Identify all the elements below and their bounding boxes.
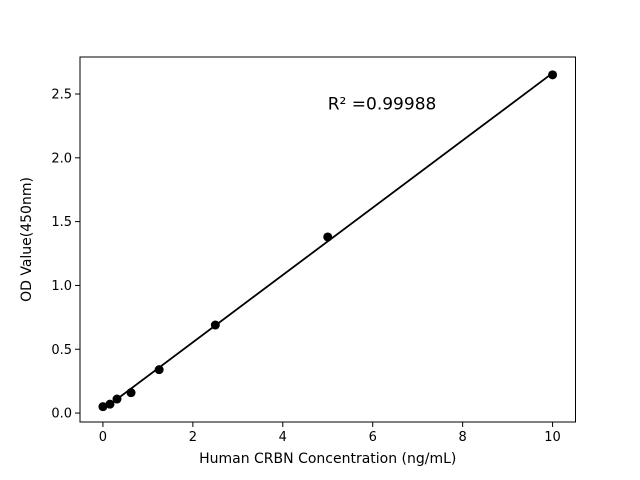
y-axis-label: OD Value(450nm): [19, 177, 35, 302]
y-tick-label: 2.5: [51, 88, 72, 103]
x-tick-label: 10: [544, 430, 561, 445]
data-point: [154, 365, 164, 375]
x-tick-label: 6: [369, 430, 377, 445]
y-tick-label: 2.0: [51, 151, 72, 166]
r-squared-annotation: R² =0.99988: [328, 94, 437, 114]
x-axis-label: Human CRBN Concentration (ng/mL): [199, 451, 456, 467]
trend-line: [102, 72, 554, 411]
x-tick-label: 0: [99, 430, 107, 445]
y-tick-label: 1.5: [51, 215, 72, 230]
plot-frame: [79, 56, 576, 423]
x-tick-label: 4: [279, 430, 287, 445]
y-tick-label: 0.5: [51, 343, 72, 358]
x-tick-label: 2: [189, 430, 197, 445]
data-point: [548, 70, 558, 80]
y-tick-label: 1.0: [51, 279, 72, 294]
y-tick-label: 0.0: [51, 407, 72, 422]
x-tick-label: 8: [459, 430, 467, 445]
